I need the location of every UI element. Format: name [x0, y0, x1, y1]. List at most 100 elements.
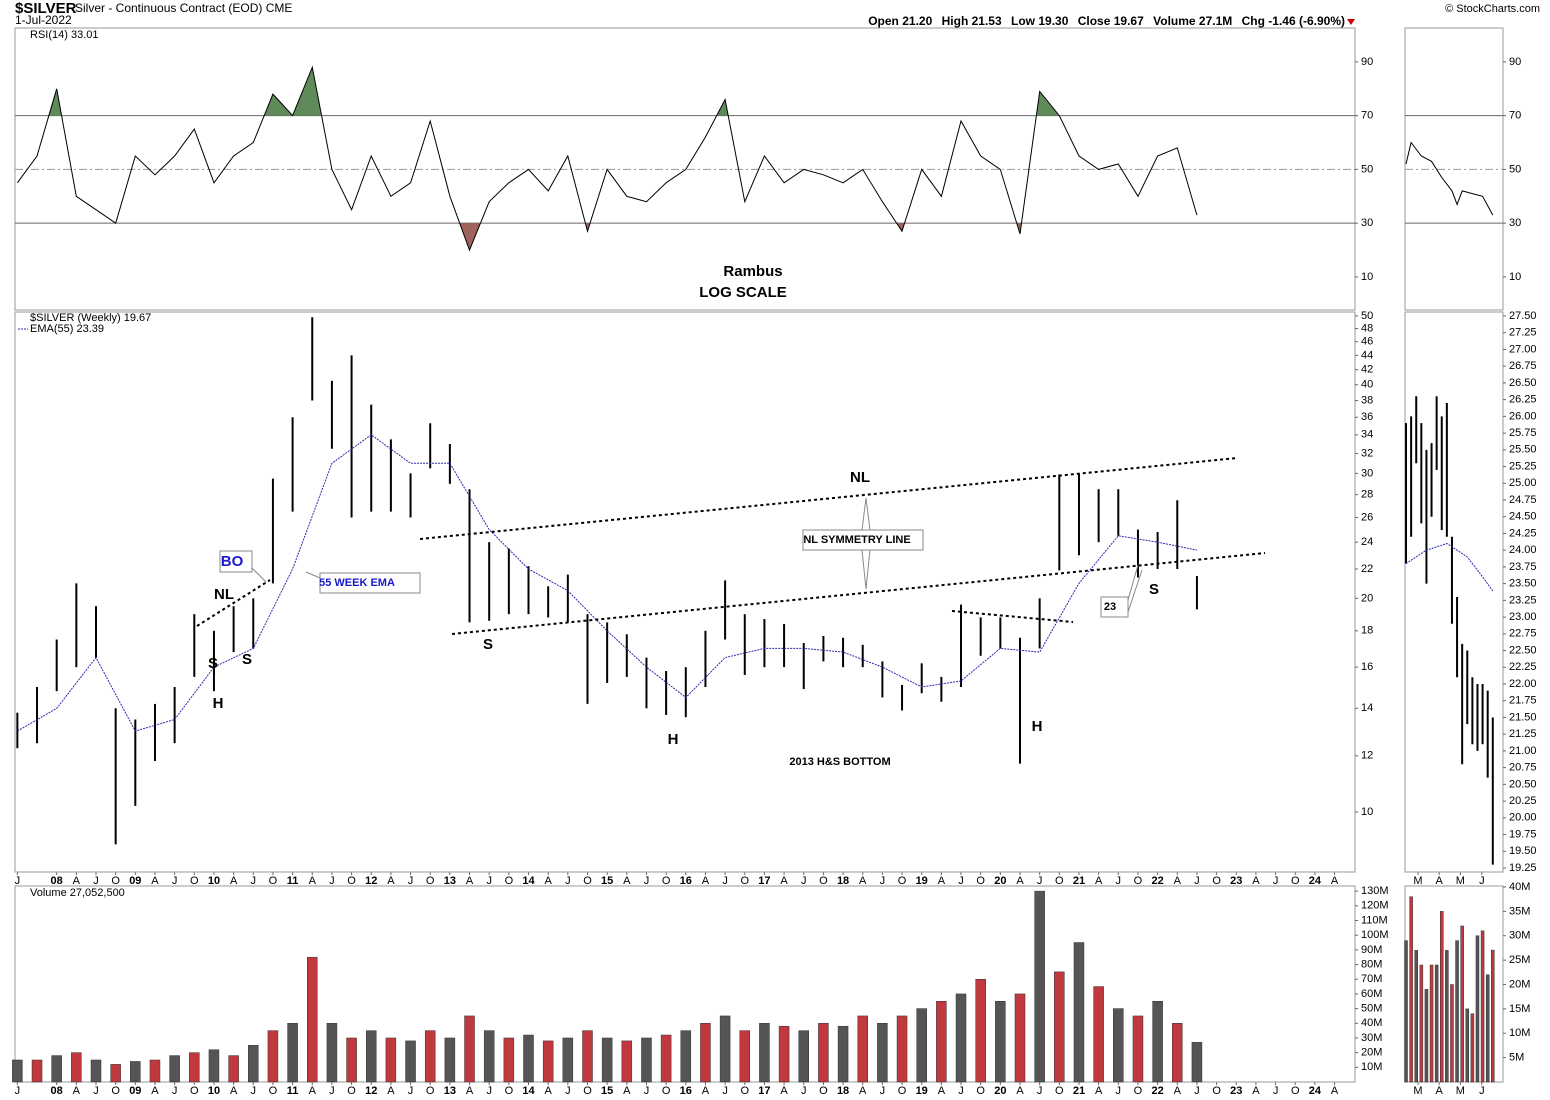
y-tick-label: 21.75	[1509, 695, 1537, 707]
x-tick-label: 12	[365, 875, 377, 887]
volume-bar	[189, 1052, 200, 1083]
y-tick-label: 20.75	[1509, 762, 1537, 774]
y-tick-label: 50	[1361, 310, 1373, 322]
volume-bar	[1440, 911, 1444, 1083]
volume-bar	[798, 1030, 809, 1083]
y-tick-label: 25.25	[1509, 460, 1537, 472]
volume-bar	[562, 1037, 574, 1083]
volume-bar	[248, 1045, 259, 1083]
quote-value: -1.46 (-6.90%)	[1268, 14, 1345, 28]
annotation: H	[1032, 718, 1043, 735]
volume-bar	[424, 1030, 436, 1083]
x-tick-label: 08	[51, 1085, 63, 1097]
annotation: H	[668, 731, 679, 748]
y-tick-label: 20.50	[1509, 778, 1537, 790]
x-tick-label: O	[1212, 875, 1221, 887]
quote-label: Volume	[1153, 14, 1196, 28]
x-tick-label: 21	[1073, 875, 1085, 887]
volume-bar	[680, 1030, 692, 1083]
x-tick-label: A	[1095, 875, 1103, 887]
x-tick-label: 10	[208, 875, 220, 887]
volume-bar	[1054, 971, 1065, 1083]
x-tick-label: O	[347, 1085, 356, 1097]
y-tick-label: 90M	[1361, 944, 1382, 956]
volume-bar	[1465, 1008, 1470, 1083]
volume-bar	[582, 1030, 593, 1083]
volume-bar	[719, 1015, 731, 1083]
x-tick-label: O	[1055, 875, 1064, 887]
callout-pointer	[251, 567, 267, 583]
y-tick-label: 21.00	[1509, 745, 1537, 757]
neckline-2020	[951, 610, 1074, 623]
x-tick-label: J	[251, 1085, 257, 1097]
x-tick-label: 12	[365, 1085, 377, 1097]
volume-bar	[12, 1059, 23, 1083]
x-tick-label: 22	[1151, 875, 1163, 887]
x-tick-label: A	[1252, 1085, 1260, 1097]
y-tick-label: 12	[1361, 750, 1373, 762]
y-tick-label: 30M	[1361, 1032, 1382, 1044]
volume-bar	[1429, 964, 1434, 1083]
y-tick-label: 26.00	[1509, 410, 1537, 422]
volume-bar	[1014, 993, 1026, 1083]
y-tick-label: 30	[1509, 217, 1521, 229]
rsi-shade	[1406, 116, 1493, 215]
annotation: LOG SCALE	[699, 284, 787, 301]
volume-bar	[1419, 964, 1424, 1083]
y-tick-label: 20	[1361, 592, 1373, 604]
rsi-line	[1405, 141, 1494, 216]
y-tick-label: 25.00	[1509, 477, 1537, 489]
volume-bar	[1113, 1008, 1124, 1083]
x-tick-label: A	[387, 1085, 395, 1097]
y-tick-label: 36	[1361, 411, 1373, 423]
x-tick-label: A	[73, 1085, 81, 1097]
x-tick-label: A	[544, 1085, 552, 1097]
y-tick-label: 5M	[1509, 1052, 1524, 1064]
volume-bar	[759, 1023, 770, 1083]
y-tick-label: 40	[1361, 379, 1373, 391]
x-tick-label: M	[1413, 1085, 1422, 1097]
quote-value: 19.67	[1114, 14, 1144, 28]
x-tick-label: J	[486, 875, 492, 887]
x-tick-label: J	[15, 875, 21, 887]
volume-bar	[287, 1023, 298, 1083]
y-tick-label: 23.75	[1509, 561, 1537, 573]
volume-bar	[208, 1049, 220, 1083]
panel-label: RSI(14) 33.01	[30, 29, 98, 41]
x-tick-label: 08	[51, 875, 63, 887]
volume-bar	[1191, 1042, 1203, 1083]
x-tick-label: O	[583, 1085, 592, 1097]
quote-value: 27.1M	[1199, 14, 1232, 28]
x-tick-label: 16	[680, 1085, 692, 1097]
volume-bar	[149, 1059, 161, 1083]
x-tick-label: J	[880, 1085, 886, 1097]
y-tick-label: 28	[1361, 489, 1373, 501]
volume-bar	[601, 1037, 613, 1083]
x-tick-label: A	[230, 875, 238, 887]
y-tick-label: 24.25	[1509, 527, 1537, 539]
y-tick-label: 90	[1361, 56, 1373, 68]
y-tick-label: 34	[1361, 429, 1373, 441]
x-tick-label: J	[329, 875, 335, 887]
annotation: S	[1149, 581, 1159, 598]
x-tick-label: O	[426, 1085, 435, 1097]
x-tick-label: A	[702, 875, 710, 887]
y-tick-label: 24	[1361, 536, 1373, 548]
annotation: NL SYMMETRY LINE	[803, 534, 910, 546]
x-tick-label: A	[1331, 875, 1339, 887]
x-tick-label: O	[505, 875, 514, 887]
legend-entry: $SILVER (Weekly) 19.67	[30, 312, 151, 324]
x-tick-label: J	[958, 1085, 964, 1097]
y-tick-label: 27.50	[1509, 310, 1537, 322]
volume-bar	[405, 1040, 416, 1083]
volume-bar	[1404, 940, 1408, 1083]
y-tick-label: 30	[1361, 467, 1373, 479]
volume-bar	[1455, 940, 1459, 1083]
x-tick-label: J	[644, 1085, 650, 1097]
annotation: S	[242, 651, 252, 668]
y-tick-label: 20M	[1361, 1047, 1382, 1059]
volume-bar	[916, 1008, 927, 1083]
x-tick-label: O	[662, 875, 671, 887]
x-tick-label: J	[880, 875, 886, 887]
volume-bar	[1450, 984, 1454, 1083]
